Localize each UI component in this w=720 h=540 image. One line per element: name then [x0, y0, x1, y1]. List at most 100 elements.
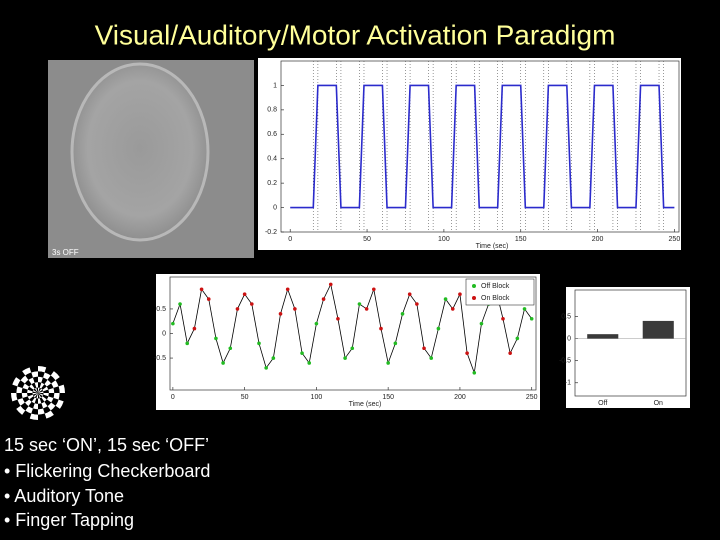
data-point: [400, 312, 405, 316]
bullet-text: • Auditory Tone: [4, 486, 124, 506]
checker-cell: [22, 396, 30, 403]
y-tick-label: 0.2: [267, 180, 277, 187]
x-tick-label: 200: [454, 394, 466, 401]
bar: [587, 334, 619, 339]
checker-cell: [51, 380, 59, 388]
checker-cell: [46, 396, 54, 403]
x-tick-label: 50: [241, 394, 249, 401]
legend-marker: [472, 284, 476, 288]
checker-cell: [50, 371, 60, 381]
plot-frame: [574, 289, 687, 397]
data-point: [264, 366, 268, 370]
data-point: [393, 341, 398, 346]
checker-cell: [21, 393, 28, 399]
bullet-text: • Finger Tapping: [4, 510, 134, 530]
checker-cell: [38, 398, 42, 404]
checker-cell: [55, 399, 64, 409]
data-point: [529, 316, 534, 321]
checker-cell: [55, 377, 64, 387]
checker-cell: [29, 396, 35, 402]
y-tick-label: 0.5: [156, 306, 166, 313]
x-tick-label: 100: [311, 394, 323, 401]
data-point: [508, 351, 512, 355]
checker-cell: [32, 391, 38, 393]
data-point: [379, 326, 383, 331]
checker-cell: [22, 383, 30, 390]
data-point: [343, 356, 347, 360]
x-tick-label: On: [654, 400, 663, 407]
data-point: [472, 371, 477, 375]
checker-cell: [38, 393, 42, 399]
y-tick-label: 0: [162, 330, 166, 337]
data-point: [242, 292, 247, 296]
checker-cell: [16, 371, 26, 381]
checker-cell: [20, 402, 29, 411]
checker-cell: [42, 386, 49, 392]
checker-cell: [11, 393, 18, 402]
data-point: [228, 346, 233, 351]
data-point: [407, 292, 412, 296]
checker-cell: [16, 386, 23, 393]
checker-cell: [27, 386, 34, 392]
checker-cell: [41, 401, 48, 409]
checker-cell: [31, 371, 38, 378]
checker-cell: [25, 372, 33, 380]
y-tick-label: 0.8: [267, 107, 277, 114]
checker-cell: [41, 384, 47, 390]
y-tick-label: 0.5: [561, 313, 571, 320]
checker-cell: [28, 401, 35, 409]
data-point: [285, 287, 290, 292]
legend-label: Off Block: [481, 283, 510, 290]
legend-label: On Block: [481, 295, 510, 302]
x-tick-label: 100: [438, 236, 450, 243]
data-point: [221, 361, 225, 365]
checker-cell: [27, 389, 33, 393]
data-point: [307, 361, 312, 365]
checker-cell: [12, 399, 21, 409]
data-point: [293, 307, 297, 311]
checker-cell: [44, 367, 54, 376]
checker-cell: [39, 382, 45, 389]
checker-cell: [20, 375, 29, 384]
data-point: [314, 321, 319, 326]
y-tick-label: -0.5: [154, 355, 166, 362]
data-point: [300, 351, 304, 355]
checker-cell: [38, 382, 42, 388]
checker-cell: [32, 393, 38, 395]
y-tick-label: -0.5: [559, 358, 571, 365]
checker-cell: [36, 387, 38, 393]
checker-cell: [25, 406, 33, 414]
data-point: [171, 321, 175, 326]
x-tick-label: 250: [526, 394, 538, 401]
x-tick-label: 0: [288, 236, 292, 243]
data-point: [250, 302, 254, 306]
checker-cell: [38, 408, 45, 415]
checker-cell: [24, 399, 32, 407]
data-point: [479, 321, 484, 326]
data-point: [415, 302, 419, 306]
checker-cell: [34, 393, 38, 399]
checker-cell: [24, 379, 32, 387]
y-tick-label: -1: [565, 380, 571, 387]
checker-cell: [29, 384, 35, 390]
data-point: [357, 302, 362, 306]
bullet-text: 15 sec ‘ON’, 15 sec ‘OFF’: [4, 435, 209, 455]
data-point: [458, 292, 462, 296]
y-tick-label: 0: [567, 335, 571, 342]
checker-cell: [38, 371, 45, 378]
checker-cell: [29, 366, 38, 373]
data-point: [328, 282, 333, 287]
checker-cell: [38, 393, 44, 397]
checker-cell: [16, 393, 23, 400]
x-tick-label: Off: [598, 400, 607, 407]
checker-cell: [12, 377, 21, 387]
data-point: [178, 302, 182, 306]
checker-cell: [33, 388, 38, 393]
checker-cell: [31, 382, 37, 389]
checker-cell: [44, 399, 52, 407]
data-point: [450, 307, 455, 311]
data-point: [350, 346, 355, 351]
checker-cell: [36, 393, 38, 399]
data-point: [199, 287, 204, 292]
